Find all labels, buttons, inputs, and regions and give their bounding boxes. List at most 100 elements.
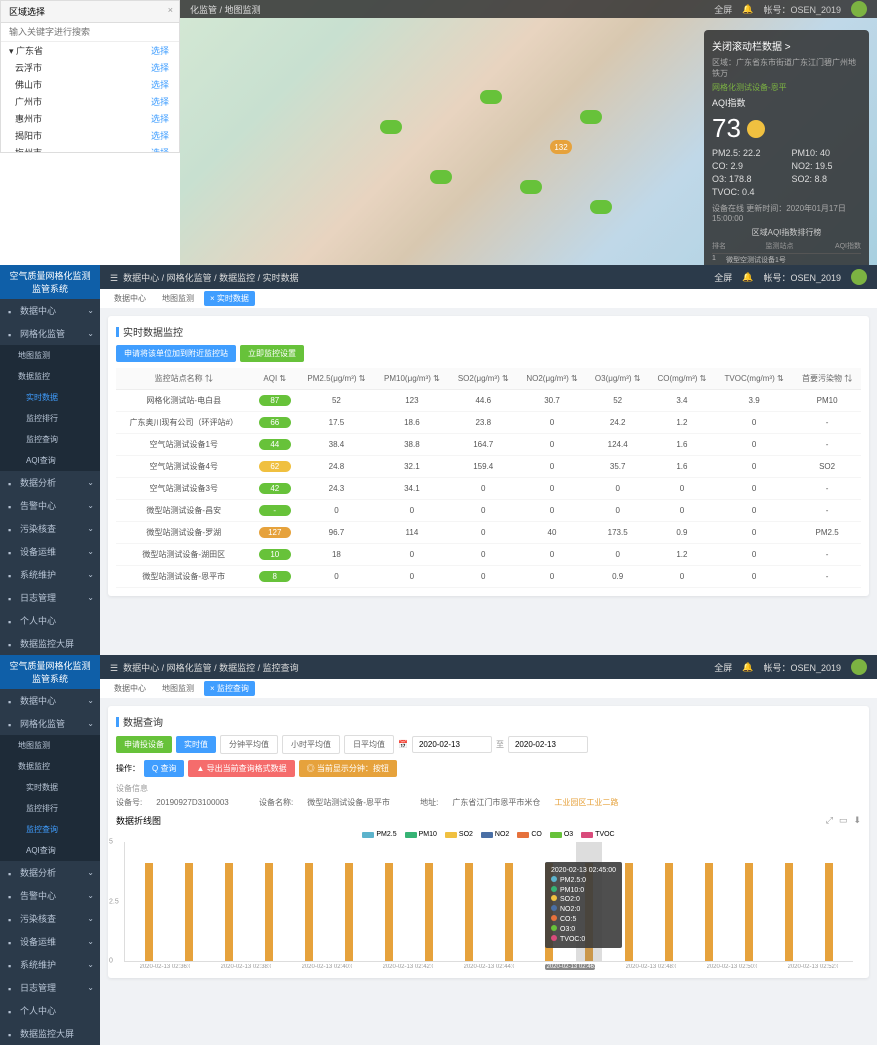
table-header-cell[interactable]: NO2(μg/m³) ⇅ [518, 368, 587, 390]
sidebar-item-监控查询[interactable]: 监控查询 [0, 429, 100, 450]
chart-bar[interactable] [345, 863, 353, 961]
sidebar-item-日志管理[interactable]: ▪日志管理⌄ [0, 586, 100, 609]
notification-icon[interactable]: 🔔 [742, 4, 753, 15]
chart-bar[interactable] [505, 863, 513, 961]
date-to-input[interactable] [508, 736, 588, 753]
sidebar-item-个人中心[interactable]: ▪个人中心 [0, 999, 100, 1022]
sidebar-item-实时数据[interactable]: 实时数据 [0, 777, 100, 798]
tab-item[interactable]: 地图监测 [156, 291, 200, 306]
sidebar-item-数据分析[interactable]: ▪数据分析⌄ [0, 471, 100, 494]
legend-item[interactable]: O3 [550, 831, 573, 838]
sidebar-item-数据监控[interactable]: 数据监控 [0, 756, 100, 777]
notification-icon[interactable]: 🔔 [742, 662, 753, 673]
chart-tool-icon[interactable]: ⤢ [826, 815, 833, 826]
export-button[interactable]: ▲ 导出当前查询格式数据 [188, 760, 294, 777]
chart-bar[interactable] [825, 863, 833, 961]
chart-bar[interactable] [385, 863, 393, 961]
chart-tool-icon[interactable]: ▭ [839, 815, 848, 826]
table-header-cell[interactable]: PM10(μg/m³) ⇅ [375, 368, 449, 390]
sidebar-item-数据监控大屏[interactable]: ▪数据监控大屏 [0, 632, 100, 655]
sidebar-item-地图监测[interactable]: 地图监测 [0, 345, 100, 366]
fullscreen-link[interactable]: 全屏 [714, 661, 732, 674]
sidebar-item-设备运维[interactable]: ▪设备运维⌄ [0, 930, 100, 953]
day-avg-button[interactable]: 日平均值 [344, 735, 394, 754]
sidebar-item-网格化监管[interactable]: ▪网格化监管⌄ [0, 322, 100, 345]
table-header-cell[interactable]: TVOC(mg/m³) ⇅ [715, 368, 793, 390]
sidebar-item-数据中心[interactable]: ▪数据中心⌄ [0, 299, 100, 322]
legend-item[interactable]: PM10 [405, 831, 437, 838]
region-select-action[interactable]: 选择 [151, 44, 169, 57]
region-select-action[interactable]: 选择 [151, 78, 169, 91]
sidebar-item-AQI查询[interactable]: AQI查询 [0, 450, 100, 471]
sidebar-item-网格化监管[interactable]: ▪网格化监管⌄ [0, 712, 100, 735]
chart-bar[interactable] [665, 863, 673, 961]
sidebar-item-AQI查询[interactable]: AQI查询 [0, 840, 100, 861]
table-header-cell[interactable]: SO2(μg/m³) ⇅ [449, 368, 518, 390]
sidebar-item-监控排行[interactable]: 监控排行 [0, 798, 100, 819]
region-select-action[interactable]: 选择 [151, 129, 169, 142]
region-select-action[interactable]: 选择 [151, 112, 169, 125]
chart-bar[interactable] [305, 863, 313, 961]
chart-tool-icon[interactable]: ⬇ [853, 815, 861, 826]
map-aqi-marker[interactable] [480, 90, 502, 104]
notification-icon[interactable]: 🔔 [742, 272, 753, 283]
sidebar-item-日志管理[interactable]: ▪日志管理⌄ [0, 976, 100, 999]
sidebar-item-实时数据[interactable]: 实时数据 [0, 387, 100, 408]
table-header-cell[interactable]: 首要污染物 ⇅ [793, 368, 861, 390]
region-parent-item[interactable]: ▾ 广东省 选择 [1, 42, 179, 59]
sidebar-item-设备运维[interactable]: ▪设备运维⌄ [0, 540, 100, 563]
sidebar-item-个人中心[interactable]: ▪个人中心 [0, 609, 100, 632]
fullscreen-link[interactable]: 全屏 [714, 3, 732, 16]
monitor-settings-button[interactable]: 立即监控设置 [240, 345, 304, 362]
region-select-action[interactable]: 选择 [151, 146, 169, 152]
map-canvas[interactable]: 化监管 / 地图监测 全屏 🔔 帐号：OSEN_2019 132 关闭滚动栏数据… [180, 0, 877, 265]
sidebar-item-数据监控大屏[interactable]: ▪数据监控大屏 [0, 1022, 100, 1045]
table-header-cell[interactable]: AQI ⇅ [252, 368, 299, 390]
close-icon[interactable]: × [168, 5, 173, 15]
table-header-cell[interactable]: PM2.5(μg/m³) ⇅ [298, 368, 375, 390]
table-header-cell[interactable]: O3(μg/m³) ⇅ [587, 368, 649, 390]
sidebar-item-告警中心[interactable]: ▪告警中心⌄ [0, 884, 100, 907]
region-item[interactable]: 佛山市选择 [1, 76, 179, 93]
region-item[interactable]: 云浮市选择 [1, 59, 179, 76]
chart-bar[interactable] [625, 863, 633, 961]
sidebar-item-告警中心[interactable]: ▪告警中心⌄ [0, 494, 100, 517]
legend-item[interactable]: NO2 [481, 831, 509, 838]
sidebar-item-数据监控[interactable]: 数据监控 [0, 366, 100, 387]
legend-item[interactable]: CO [517, 831, 542, 838]
chart-bar[interactable] [705, 863, 713, 961]
sidebar-item-系统维护[interactable]: ▪系统维护⌄ [0, 953, 100, 976]
map-aqi-marker[interactable] [580, 110, 602, 124]
region-item[interactable]: 梅州市选择 [1, 144, 179, 152]
select-device-button[interactable]: 申请投设备 [116, 736, 172, 753]
hour-avg-button[interactable]: 小时平均值 [282, 735, 340, 754]
chart-bar[interactable] [465, 863, 473, 961]
tab-item[interactable]: 数据中心 [108, 291, 152, 306]
sidebar-item-数据分析[interactable]: ▪数据分析⌄ [0, 861, 100, 884]
minute-avg-button[interactable]: 分钟平均值 [220, 735, 278, 754]
tab-item[interactable]: × 监控查询 [204, 681, 255, 696]
legend-item[interactable]: PM2.5 [362, 831, 396, 838]
map-aqi-marker[interactable] [520, 180, 542, 194]
sidebar-item-污染核查[interactable]: ▪污染核查⌄ [0, 907, 100, 930]
region-search-input[interactable] [9, 27, 171, 37]
sidebar-item-地图监测[interactable]: 地图监测 [0, 735, 100, 756]
apply-station-button[interactable]: 申请将该单位加到附近监控站 [116, 345, 236, 362]
map-aqi-marker[interactable] [380, 120, 402, 134]
realtime-tab-button[interactable]: 实时值 [176, 736, 216, 753]
user-avatar-icon[interactable] [851, 659, 867, 675]
map-aqi-marker[interactable]: 132 [550, 140, 572, 154]
tab-item[interactable]: × 实时数据 [204, 291, 255, 306]
tab-item[interactable]: 地图监测 [156, 681, 200, 696]
table-header-cell[interactable]: 监控站点名称 ⇅ [116, 368, 252, 390]
map-aqi-marker[interactable] [590, 200, 612, 214]
reset-button[interactable]: ◎ 当前显示分钟：按钮 [299, 760, 397, 777]
chart-bar[interactable] [225, 863, 233, 961]
region-item[interactable]: 惠州市选择 [1, 110, 179, 127]
date-from-input[interactable] [412, 736, 492, 753]
sidebar-item-数据中心[interactable]: ▪数据中心⌄ [0, 689, 100, 712]
chart-bar[interactable] [425, 863, 433, 961]
query-button[interactable]: Q 查询 [144, 760, 184, 777]
sidebar-item-系统维护[interactable]: ▪系统维护⌄ [0, 563, 100, 586]
user-avatar-icon[interactable] [851, 1, 867, 17]
